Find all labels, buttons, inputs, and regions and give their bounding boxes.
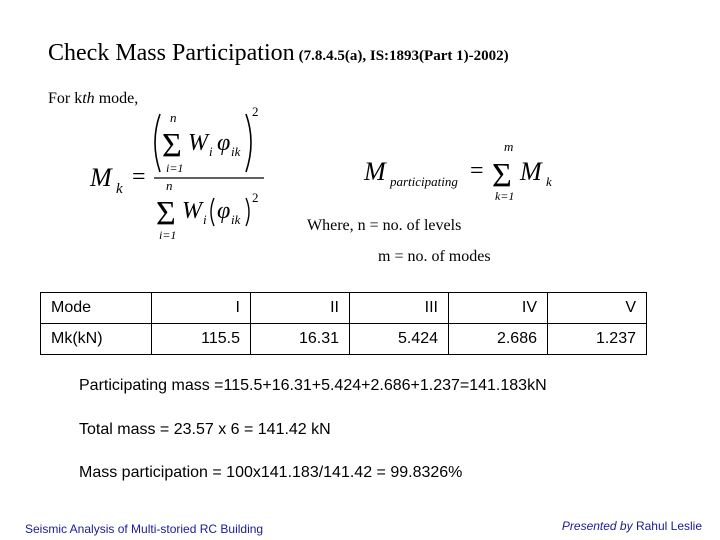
footer-course-title: Seismic Analysis of Multi-storied RC Bui… xyxy=(25,522,264,536)
mk-sq-top: 2 xyxy=(252,104,259,119)
table-cell: III xyxy=(349,292,449,324)
left-paren-bot xyxy=(210,197,215,227)
formula-mk: M k = n Σ i=1 W i φ ik 2 n Σ i=1 W i φ i… xyxy=(89,104,264,242)
formula-mparticipating: M participating = m Σ k=1 M k xyxy=(363,139,552,203)
mass-participation-text: Mass participation = 100x141.183/141.42 … xyxy=(79,464,463,481)
mk-W-top: W xyxy=(188,130,210,156)
table-cell: Mode xyxy=(40,292,152,324)
mk-i-bot: i xyxy=(203,212,207,227)
table-cell: V xyxy=(547,292,647,324)
footer-author: Rahul Leslie xyxy=(635,519,702,533)
mk-phi-bot: φ xyxy=(217,198,230,224)
table-row: Mode I II III IV V xyxy=(40,292,647,324)
title-main: Check Mass Participation xyxy=(48,40,295,66)
mk-eq: = xyxy=(132,164,146,190)
mp-sub: participating xyxy=(389,174,458,189)
slide-title: Check Mass Participation (7.8.4.5(a), IS… xyxy=(48,40,509,67)
mode-mass-table: Mode I II III IV V Mk(kN) 115.5 16.31 5.… xyxy=(40,292,647,355)
mk-n-top: n xyxy=(170,110,177,125)
mk-i-top: i xyxy=(209,144,213,159)
mp-sigma: Σ xyxy=(492,157,512,194)
table-cell: II xyxy=(250,292,350,324)
mk-n-bot: n xyxy=(166,178,173,193)
table-cell: 1.237 xyxy=(547,323,647,355)
where-levels: Where, n = no. of levels xyxy=(307,217,462,234)
for-italic: th xyxy=(82,90,95,107)
table-cell: 115.5 xyxy=(151,323,251,355)
mp-Mk: M xyxy=(519,157,543,186)
mp-k: k xyxy=(546,174,552,189)
sigma-bot: Σ xyxy=(156,195,176,232)
participating-mass-text: Participating mass =115.5+16.31+5.424+2.… xyxy=(79,377,547,394)
mk-ik-bot: ik xyxy=(231,212,241,227)
mk-k: k xyxy=(116,181,123,197)
table-cell: IV xyxy=(448,292,548,324)
where-modes: m = no. of modes xyxy=(378,248,491,265)
mk-M: M xyxy=(89,163,113,192)
mp-M: M xyxy=(363,157,387,186)
mp-m: m xyxy=(504,139,513,154)
mp-eq: = xyxy=(470,158,484,184)
mk-i1-bot: i=1 xyxy=(159,228,176,242)
for-suffix: mode, xyxy=(94,90,139,107)
title-reference: (7.8.4.5(a), IS:1893(Part 1)-2002) xyxy=(298,48,509,64)
sigma-top: Σ xyxy=(162,127,182,164)
table-cell: 16.31 xyxy=(250,323,350,355)
table-cell: 2.686 xyxy=(448,323,548,355)
mk-phi-top: φ xyxy=(217,130,230,156)
for-kth-mode-label: For kth mode, xyxy=(48,90,138,108)
mk-W-bot: W xyxy=(182,198,204,224)
mk-ik-top: ik xyxy=(231,144,241,159)
mp-k1: k=1 xyxy=(495,189,514,203)
footer-presenter: Presented by Rahul Leslie xyxy=(562,519,702,533)
for-prefix: For k xyxy=(48,90,83,107)
table-row: Mk(kN) 115.5 16.31 5.424 2.686 1.237 xyxy=(40,323,647,355)
mk-sq-bot: 2 xyxy=(252,190,259,205)
right-paren-bot xyxy=(245,197,250,227)
table-cell: Mk(kN) xyxy=(40,323,152,355)
footer-presented-by: Presented by xyxy=(561,519,633,533)
table-cell: 5.424 xyxy=(349,323,449,355)
table-cell: I xyxy=(151,292,251,324)
mk-i1-top: i=1 xyxy=(166,161,183,175)
total-mass-text: Total mass = 23.57 x 6 = 141.42 kN xyxy=(79,421,331,438)
right-paren xyxy=(245,113,252,173)
left-paren xyxy=(154,113,161,173)
